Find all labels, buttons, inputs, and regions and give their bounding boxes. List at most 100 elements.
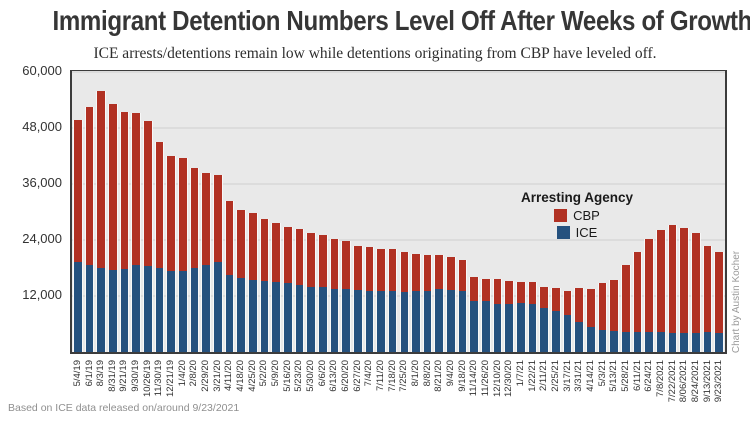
ice-segment[interactable] [680,332,688,352]
bar-4/18/20[interactable] [236,209,246,352]
bar-12/10/20[interactable] [492,278,503,352]
bar-2/29/20[interactable] [201,172,211,352]
ice-segment[interactable] [458,291,467,352]
bar-12/30/20[interactable] [504,281,515,352]
cbp-segment[interactable] [680,228,688,333]
cbp-segment[interactable] [202,172,210,266]
ice-segment[interactable] [365,291,374,352]
bar-4/11/20[interactable] [224,201,235,352]
cbp-segment[interactable] [423,255,432,291]
cbp-segment[interactable] [657,229,665,332]
cbp-segment[interactable] [692,233,700,333]
cbp-segment[interactable] [132,113,140,265]
cbp-segment[interactable] [400,251,409,293]
bar-8/24/2021[interactable] [691,233,701,352]
cbp-segment[interactable] [598,283,607,331]
ice-segment[interactable] [482,301,490,352]
ice-segment[interactable] [295,284,304,352]
ice-segment[interactable] [74,262,82,352]
ice-segment[interactable] [622,331,630,352]
cbp-segment[interactable] [190,167,199,268]
cbp-segment[interactable] [248,213,257,281]
ice-segment[interactable] [703,332,712,352]
ice-segment[interactable] [528,304,537,352]
ice-segment[interactable] [388,291,397,352]
bar-2/25/21[interactable] [551,287,561,352]
bar-4/14/21[interactable] [586,289,596,352]
cbp-segment[interactable] [108,104,117,270]
ice-segment[interactable] [575,321,584,352]
bar-11/26/20[interactable] [481,278,491,352]
bar-3/31/21[interactable] [574,287,585,352]
cbp-segment[interactable] [540,286,549,308]
ice-segment[interactable] [178,271,187,352]
bar-9/23/2021[interactable] [714,251,724,352]
bar-7/18/20[interactable] [387,249,398,352]
ice-segment[interactable] [598,330,607,352]
bar-5/30/20[interactable] [306,232,316,352]
ice-segment[interactable] [318,286,327,352]
ice-segment[interactable] [517,303,525,352]
cbp-segment[interactable] [470,276,479,301]
cbp-segment[interactable] [307,232,315,287]
ice-segment[interactable] [540,307,549,352]
ice-segment[interactable] [237,277,245,352]
cbp-segment[interactable] [703,245,712,333]
ice-segment[interactable] [85,264,94,352]
cbp-segment[interactable] [237,209,245,278]
bar-5/13/21[interactable] [609,280,620,352]
ice-segment[interactable] [668,332,677,352]
ice-segment[interactable] [633,331,642,352]
ice-segment[interactable] [412,291,420,352]
bar-11/30/19[interactable] [154,142,165,352]
ice-segment[interactable] [213,262,222,352]
ice-segment[interactable] [587,326,595,352]
bar-8/21/20[interactable] [434,254,445,352]
bar-12/21/19[interactable] [166,156,176,352]
ice-segment[interactable] [657,331,665,352]
cbp-segment[interactable] [330,239,339,289]
ice-segment[interactable] [190,268,199,352]
bar-8/31/19[interactable] [107,104,118,352]
ice-segment[interactable] [307,286,315,352]
cbp-segment[interactable] [482,278,490,302]
cbp-segment[interactable] [622,265,630,332]
cbp-segment[interactable] [178,157,187,272]
bar-3/17/21[interactable] [562,291,573,352]
cbp-segment[interactable] [493,278,502,304]
cbp-segment[interactable] [97,91,105,268]
bar-8/1/20[interactable] [411,253,421,352]
cbp-segment[interactable] [353,246,362,290]
cbp-segment[interactable] [412,253,420,292]
cbp-segment[interactable] [633,251,642,332]
ice-segment[interactable] [120,268,129,352]
bar-2/8/20[interactable] [189,167,200,352]
ice-segment[interactable] [260,281,269,352]
bar-9/30/19[interactable] [131,113,141,352]
bar-6/1/19[interactable] [84,106,95,352]
cbp-segment[interactable] [587,289,595,327]
bar-1/7/21[interactable] [516,282,526,352]
ice-segment[interactable] [610,331,619,352]
bar-6/11/21[interactable] [632,251,643,352]
bar-6/6/20[interactable] [317,234,328,352]
ice-segment[interactable] [435,289,444,352]
ice-segment[interactable] [132,264,140,352]
bar-9/4/20[interactable] [446,256,456,352]
cbp-segment[interactable] [260,218,269,282]
ice-segment[interactable] [283,283,292,352]
bar-7/11/20[interactable] [376,248,386,352]
cbp-segment[interactable] [85,106,94,265]
cbp-segment[interactable] [120,112,129,269]
bar-7/22/2021[interactable] [667,225,678,352]
bar-10/26/19[interactable] [142,120,153,352]
bar-5/9/20[interactable] [271,222,281,352]
ice-segment[interactable] [225,274,234,352]
cbp-segment[interactable] [435,254,444,290]
ice-segment[interactable] [400,292,409,352]
bar-7/25/20[interactable] [399,251,410,352]
cbp-segment[interactable] [342,241,350,289]
ice-segment[interactable] [97,267,105,352]
cbp-segment[interactable] [225,201,234,275]
cbp-segment[interactable] [458,260,467,292]
